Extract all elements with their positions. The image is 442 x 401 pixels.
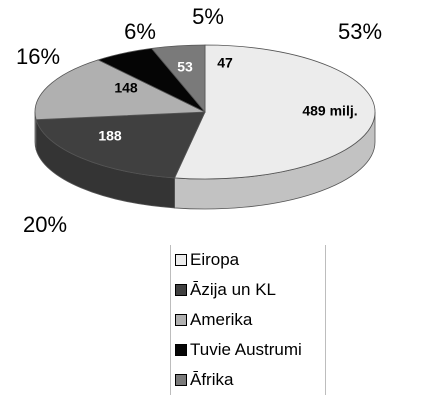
percent-label-afrika: 5% (192, 4, 224, 29)
percent-label-amerika: 16% (16, 44, 60, 69)
legend-item-amerika: Amerika (171, 305, 325, 335)
legend-swatch-amerika (175, 314, 187, 326)
pie-chart: 489 milj. 188 148 53 47 53% 20% 16% 6% 5% (16, 4, 382, 237)
pie-slice-amerika (34, 59, 206, 121)
legend-item-afrika: Āfrika (171, 365, 325, 395)
value-label-amerika: 148 (114, 80, 138, 96)
pie-slice-eiropa (173, 44, 376, 180)
legend-label-afrika: Āfrika (190, 370, 234, 389)
value-label-tuvie-austrumi: 53 (177, 59, 193, 75)
legend-swatch-azija (175, 284, 187, 296)
legend-swatch-tuvie-austrumi (175, 344, 187, 356)
legend-swatch-afrika (175, 374, 187, 386)
pie-top-faces (34, 44, 376, 180)
legend-swatch-eiropa (175, 254, 187, 266)
percent-label-azija: 20% (23, 212, 67, 237)
legend: Eiropa Āzija un KL Amerika Tuvie Austrum… (170, 245, 326, 395)
legend-item-azija: Āzija un KL (171, 275, 325, 305)
value-label-azija: 188 (98, 128, 122, 144)
percent-label-eiropa: 53% (338, 19, 382, 44)
legend-label-tuvie-austrumi: Tuvie Austrumi (190, 340, 302, 359)
legend-label-amerika: Amerika (190, 310, 253, 329)
pie-slice-afrika (150, 44, 206, 114)
percent-label-tuvie-austrumi: 6% (124, 19, 156, 44)
value-label-eiropa: 489 milj. (302, 103, 357, 119)
legend-item-tuvie-austrumi: Tuvie Austrumi (171, 335, 325, 365)
value-label-afrika: 47 (217, 55, 233, 71)
legend-label-eiropa: Eiropa (190, 250, 240, 269)
legend-item-eiropa: Eiropa (171, 245, 325, 275)
legend-label-azija: Āzija un KL (190, 280, 276, 299)
pie-slice-azija (35, 111, 206, 179)
